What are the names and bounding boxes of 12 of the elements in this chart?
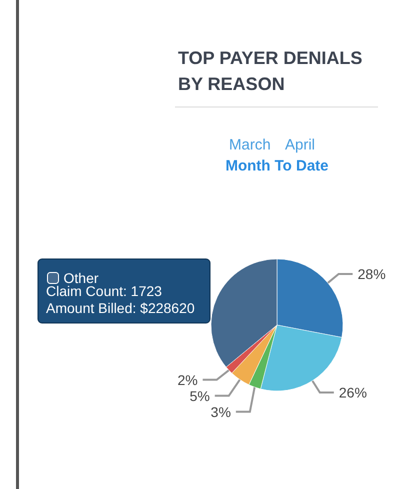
text: Month To Date (225, 158, 329, 174)
text: Amount Billed: $228620 (46, 300, 195, 316)
data-label: 2% (177, 372, 198, 388)
legend-label: Other (64, 270, 99, 286)
data-label: 28% (358, 266, 386, 282)
text: Claim Count: 1723 (46, 283, 162, 299)
data-label: 3% (210, 404, 231, 420)
data-label: 26% (338, 384, 367, 401)
data-label: 5% (190, 388, 210, 404)
text: April (285, 136, 316, 154)
chart-title: TOP PAYER DENIALS BY REASON (178, 48, 368, 94)
text: March (229, 136, 271, 154)
